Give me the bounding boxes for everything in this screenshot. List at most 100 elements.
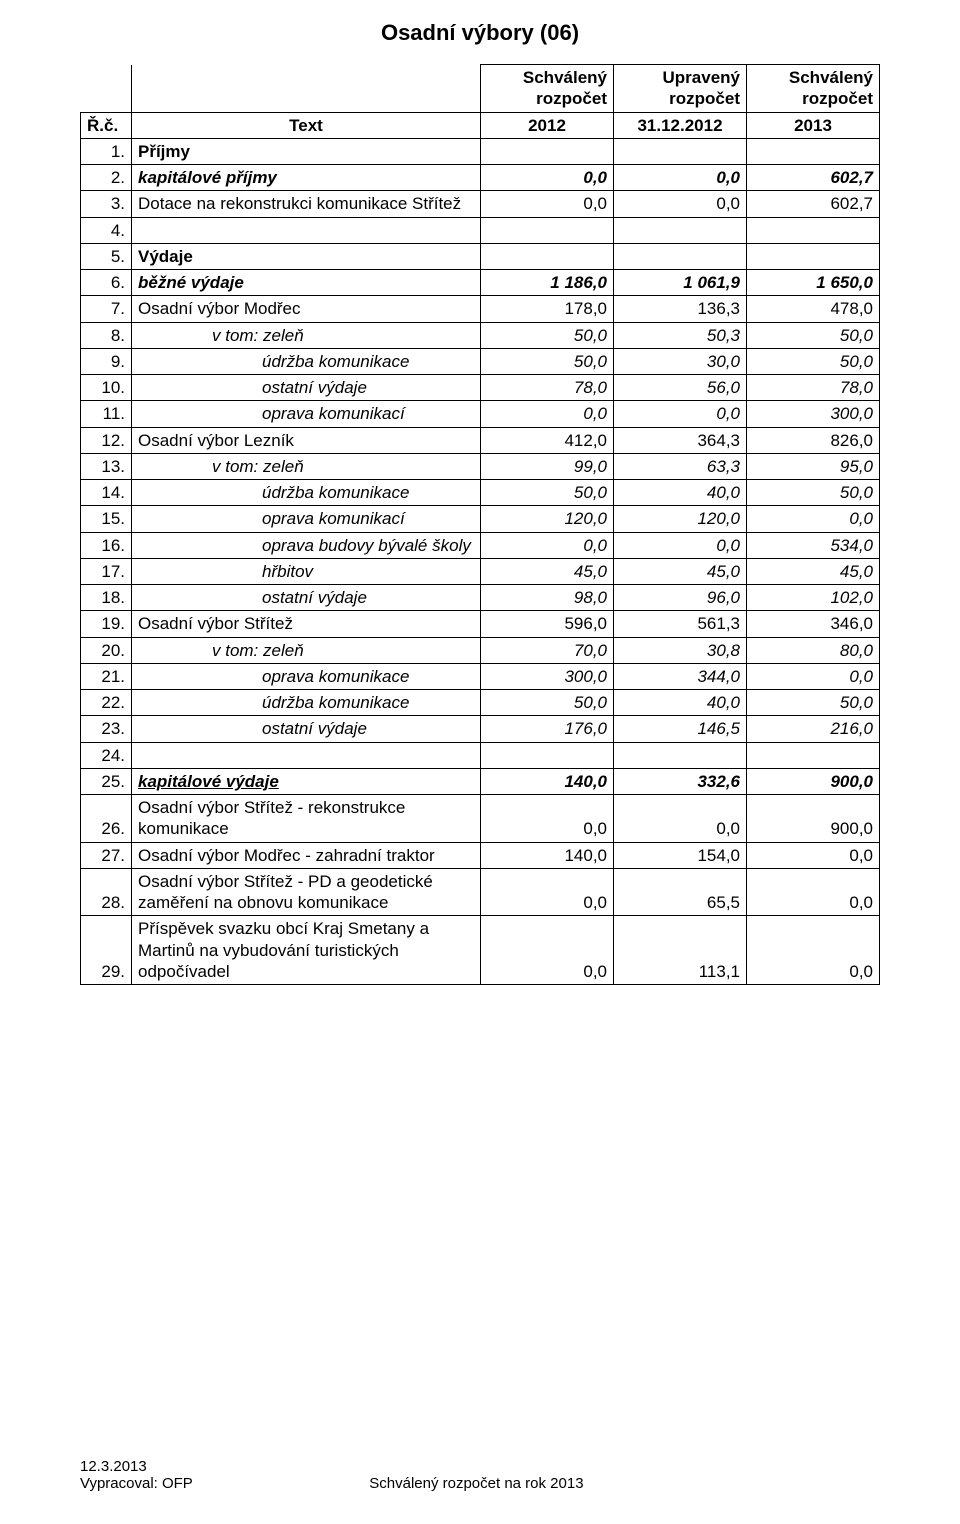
row-value	[747, 742, 880, 768]
row-value: 45,0	[614, 558, 747, 584]
row-value	[614, 217, 747, 243]
page-footer: 12.3.2013 Vypracoval: OFP Schválený rozp…	[80, 1458, 880, 1492]
header-budget-2: rozpočet	[614, 88, 747, 112]
table-row: 9.údržba komunikace50,030,050,0	[81, 348, 880, 374]
table-row: 25.kapitálové výdaje140,0332,6900,0	[81, 768, 880, 794]
table-row: 22.údržba komunikace50,040,050,0	[81, 690, 880, 716]
row-number: 4.	[81, 217, 132, 243]
row-value: 50,3	[614, 322, 747, 348]
row-label: Dotace na rekonstrukci komunikace Stříte…	[132, 191, 481, 217]
table-row: 23.ostatní výdaje176,0146,5216,0	[81, 716, 880, 742]
row-label: údržba komunikace	[132, 348, 481, 374]
row-value: 0,0	[747, 663, 880, 689]
table-row: 14.údržba komunikace50,040,050,0	[81, 480, 880, 506]
table-row: 27.Osadní výbor Modřec - zahradní trakto…	[81, 842, 880, 868]
footer-date: 12.3.2013	[80, 1458, 193, 1475]
row-value: 216,0	[747, 716, 880, 742]
row-value	[614, 138, 747, 164]
row-value: 176,0	[481, 716, 614, 742]
row-value: 70,0	[481, 637, 614, 663]
row-value: 364,3	[614, 427, 747, 453]
row-value: 50,0	[747, 480, 880, 506]
header-blank-text	[132, 65, 481, 89]
row-value: 63,3	[614, 453, 747, 479]
row-number: 24.	[81, 742, 132, 768]
header-text: Text	[132, 112, 481, 138]
table-row: 19.Osadní výbor Střítež596,0561,3346,0	[81, 611, 880, 637]
row-value: 50,0	[747, 322, 880, 348]
row-label: ostatní výdaje	[132, 375, 481, 401]
row-label: údržba komunikace	[132, 690, 481, 716]
row-value: 45,0	[481, 558, 614, 584]
row-value: 561,3	[614, 611, 747, 637]
document-page: Osadní výbory (06) Schválený Upravený Sc…	[0, 0, 960, 1524]
row-label: Příspěvek svazku obcí Kraj Smetany a Mar…	[132, 916, 481, 985]
row-value: 50,0	[481, 690, 614, 716]
row-number: 16.	[81, 532, 132, 558]
row-value: 0,0	[481, 795, 614, 843]
table-row: 21.oprava komunikace300,0344,00,0	[81, 663, 880, 689]
row-value: 0,0	[481, 191, 614, 217]
row-value: 120,0	[481, 506, 614, 532]
row-number: 7.	[81, 296, 132, 322]
page-title: Osadní výbory (06)	[80, 20, 880, 46]
row-value: 146,5	[614, 716, 747, 742]
row-value: 0,0	[481, 532, 614, 558]
row-number: 15.	[81, 506, 132, 532]
row-value: 900,0	[747, 768, 880, 794]
row-value: 50,0	[481, 480, 614, 506]
row-value: 0,0	[614, 165, 747, 191]
row-value: 0,0	[614, 191, 747, 217]
row-value	[481, 243, 614, 269]
row-label: v tom: zeleň	[132, 637, 481, 663]
row-label: kapitálové příjmy	[132, 165, 481, 191]
row-value: 0,0	[481, 401, 614, 427]
table-row: 4.	[81, 217, 880, 243]
row-value: 0,0	[747, 842, 880, 868]
row-value: 30,0	[614, 348, 747, 374]
row-label	[132, 217, 481, 243]
table-body: 1.Příjmy2.kapitálové příjmy0,00,0602,73.…	[81, 138, 880, 984]
row-value: 140,0	[481, 842, 614, 868]
table-row: 17.hřbitov45,045,045,0	[81, 558, 880, 584]
row-value: 98,0	[481, 585, 614, 611]
table-row: 7.Osadní výbor Modřec178,0136,3478,0	[81, 296, 880, 322]
row-number: 20.	[81, 637, 132, 663]
row-number: 2.	[81, 165, 132, 191]
table-row: 12.Osadní výbor Lezník412,0364,3826,0	[81, 427, 880, 453]
row-value: 30,8	[614, 637, 747, 663]
table-row: 18.ostatní výdaje98,096,0102,0	[81, 585, 880, 611]
row-label: Osadní výbor Střítež - rekonstrukce komu…	[132, 795, 481, 843]
row-label	[132, 742, 481, 768]
row-value: 95,0	[747, 453, 880, 479]
row-number: 1.	[81, 138, 132, 164]
row-value: 40,0	[614, 480, 747, 506]
header-approved-2: Schválený	[747, 65, 880, 89]
row-value: 1 186,0	[481, 270, 614, 296]
row-value: 78,0	[747, 375, 880, 401]
row-number: 23.	[81, 716, 132, 742]
table-row: 26.Osadní výbor Střítež - rekonstrukce k…	[81, 795, 880, 843]
row-value: 300,0	[481, 663, 614, 689]
row-value	[481, 138, 614, 164]
row-value: 136,3	[614, 296, 747, 322]
row-label: Příjmy	[132, 138, 481, 164]
row-value: 826,0	[747, 427, 880, 453]
row-value: 344,0	[614, 663, 747, 689]
row-value: 332,6	[614, 768, 747, 794]
header-blank-num	[81, 65, 132, 89]
row-number: 14.	[81, 480, 132, 506]
row-value: 346,0	[747, 611, 880, 637]
row-number: 13.	[81, 453, 132, 479]
row-label: Výdaje	[132, 243, 481, 269]
header-year-a: 2012	[481, 112, 614, 138]
row-value	[481, 217, 614, 243]
row-number: 9.	[81, 348, 132, 374]
row-value	[614, 742, 747, 768]
header-blank-text-2	[132, 88, 481, 112]
row-value: 478,0	[747, 296, 880, 322]
row-number: 29.	[81, 916, 132, 985]
row-label: hřbitov	[132, 558, 481, 584]
table-row: 6.běžné výdaje1 186,01 061,91 650,0	[81, 270, 880, 296]
row-value	[481, 742, 614, 768]
